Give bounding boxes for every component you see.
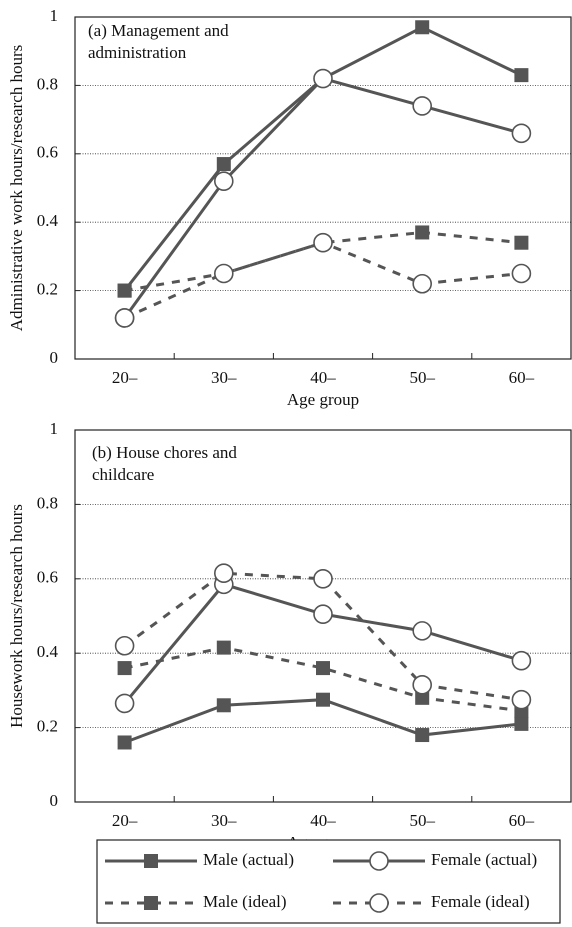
plot-frame (74, 429, 572, 803)
legend-marker (369, 893, 389, 913)
marker (412, 273, 433, 294)
chart-title-text: (b) House chores and childcare (92, 443, 237, 484)
legend-label: Female (ideal) (431, 892, 530, 911)
marker (117, 283, 132, 298)
marker (415, 225, 430, 240)
y-tick-label: 0.6 (37, 568, 58, 587)
y-tick-label: 1 (50, 419, 59, 438)
y-tick-label: 1 (50, 6, 59, 25)
marker (514, 68, 529, 83)
x-tick-label: 60– (509, 811, 535, 830)
marker (412, 675, 433, 695)
series-line (123, 241, 522, 320)
x-tick-label: 50– (409, 368, 435, 387)
marker (415, 728, 430, 743)
legend-marker (369, 851, 389, 871)
legend-label: Female (actual) (431, 850, 537, 869)
y-axis-label: Administrative work hours/research hours (7, 45, 26, 332)
marker (114, 308, 135, 328)
marker (214, 171, 234, 191)
marker (511, 123, 532, 144)
marker (216, 698, 231, 713)
x-tick-label: 40– (310, 811, 336, 830)
chart-title-text: (a) Management and administration (88, 21, 229, 62)
marker (313, 232, 333, 253)
marker (214, 263, 234, 284)
y-tick-label: 0.8 (37, 493, 58, 512)
series-line (124, 646, 522, 713)
legend-label: Male (ideal) (203, 892, 287, 911)
legend-label: Male (actual) (203, 850, 294, 869)
series-line (124, 230, 522, 293)
marker (511, 263, 532, 284)
series-line (123, 582, 522, 705)
y-tick-label: 0.2 (37, 717, 58, 736)
x-tick-label: 40– (310, 368, 336, 387)
y-tick-label: 0.2 (37, 280, 58, 299)
marker (216, 157, 231, 172)
marker (114, 635, 135, 656)
plot-frame (74, 16, 572, 360)
y-tick-label: 0 (50, 791, 59, 810)
marker (214, 563, 234, 584)
marker (415, 20, 430, 35)
marker (514, 716, 529, 731)
marker (313, 68, 333, 89)
x-tick-label: 20– (112, 811, 138, 830)
x-tick-label: 20– (112, 368, 138, 387)
chart-title: (b) House chores and childcare (92, 443, 237, 484)
y-axis-label: Housework hours/research hours (7, 504, 26, 728)
marker (216, 640, 231, 655)
chart-title: (a) Management and administration (88, 21, 229, 62)
marker (313, 568, 333, 589)
marker (316, 692, 330, 707)
x-tick-label: 30– (211, 368, 237, 387)
marker (316, 661, 330, 676)
x-tick-label: 30– (211, 811, 237, 830)
legend-marker (144, 896, 158, 910)
y-tick-label: 0.4 (37, 211, 59, 230)
y-tick-label: 0.6 (37, 143, 58, 162)
marker (511, 689, 532, 710)
legend-box (96, 839, 561, 924)
y-tick-label: 0 (50, 348, 59, 367)
legend-marker (144, 854, 158, 868)
marker (114, 693, 135, 714)
x-axis-label: Age group (287, 390, 359, 409)
marker (412, 621, 433, 641)
series-line (123, 571, 522, 702)
y-tick-label: 0.4 (37, 642, 59, 661)
marker (415, 690, 430, 705)
y-tick-label: 0.8 (37, 74, 58, 93)
marker (313, 604, 333, 624)
marker (117, 735, 132, 750)
x-tick-label: 60– (509, 368, 535, 387)
series-line (123, 76, 522, 319)
marker (511, 650, 532, 671)
marker (514, 235, 529, 250)
x-tick-label: 50– (409, 811, 435, 830)
marker (412, 96, 433, 116)
marker (117, 661, 132, 676)
